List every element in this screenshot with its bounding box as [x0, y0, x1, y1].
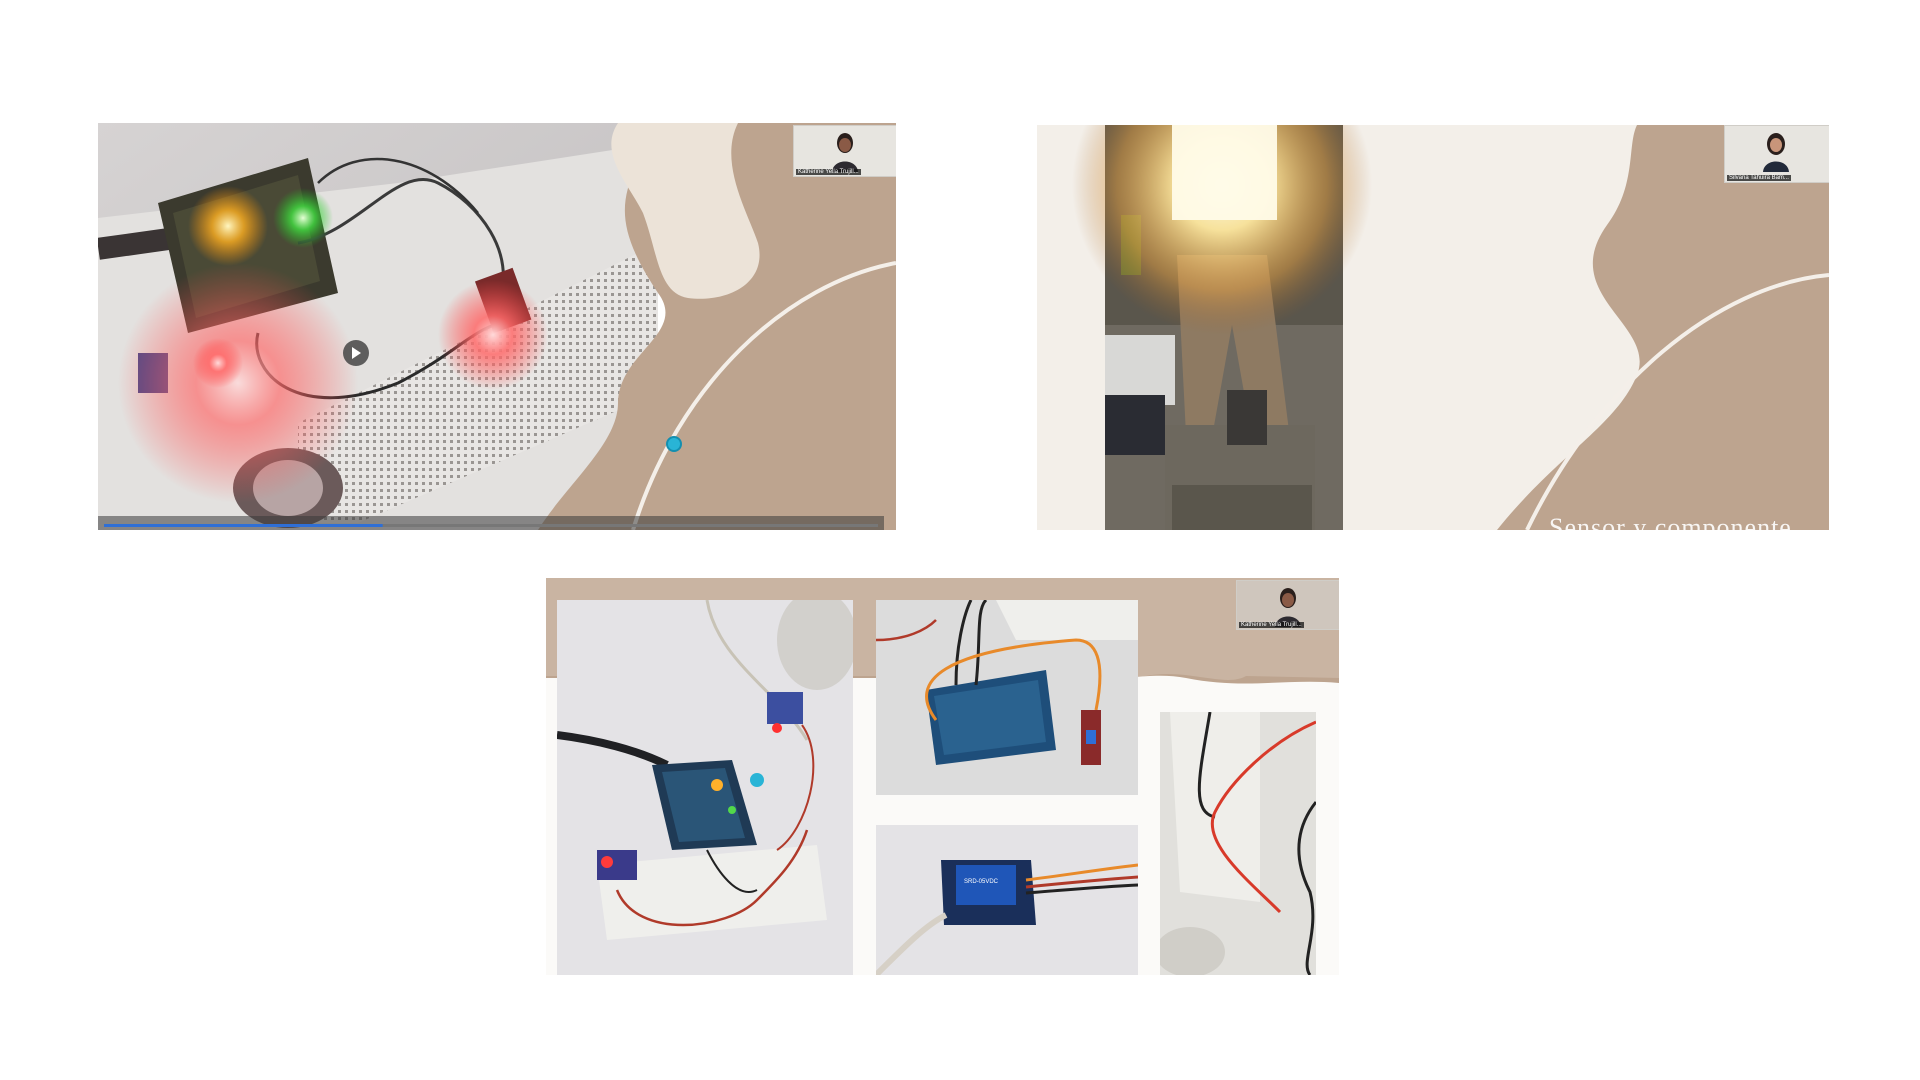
- participant-name: Silvana Tahuira Bam...: [1727, 175, 1791, 181]
- photo-relay-module: SRD-05VDC: [876, 825, 1138, 975]
- lamp-slide-frame: [1037, 125, 1829, 530]
- video-panel-top-right[interactable]: Sensor y componente Silvana Tahuira Bam.…: [1037, 125, 1829, 530]
- participant-thumbnail[interactable]: Katherine Yella Trujill...: [793, 125, 896, 177]
- svg-text:SRD-05VDC: SRD-05VDC: [964, 879, 999, 885]
- participant-thumbnail[interactable]: Katherine Yella Trujill...: [1236, 580, 1339, 630]
- participant-avatar: [1763, 133, 1789, 172]
- participant-avatar: [832, 133, 858, 172]
- video-panel-bottom[interactable]: SRD-05VDC Katherine Yella Trujill...: [546, 578, 1339, 975]
- photo-arduino-sensor: [876, 600, 1138, 795]
- participant-name: Katherine Yella Trujill...: [796, 169, 861, 175]
- photo-arduino-breadboard: [557, 600, 853, 975]
- play-icon[interactable]: [343, 340, 369, 366]
- video-panel-top-left[interactable]: Katherine Yella Trujill...: [98, 123, 896, 530]
- photo-breadboard-wires: [1160, 712, 1316, 975]
- participant-thumbnail[interactable]: Silvana Tahuira Bam...: [1724, 125, 1829, 183]
- participant-avatar: [1275, 588, 1301, 627]
- slide-caption: Sensor y componente: [1549, 513, 1792, 530]
- participant-name: Katherine Yella Trujill...: [1239, 622, 1304, 628]
- breadboard-led-video-frame: [98, 123, 896, 530]
- pointer-dot-icon: [666, 436, 682, 452]
